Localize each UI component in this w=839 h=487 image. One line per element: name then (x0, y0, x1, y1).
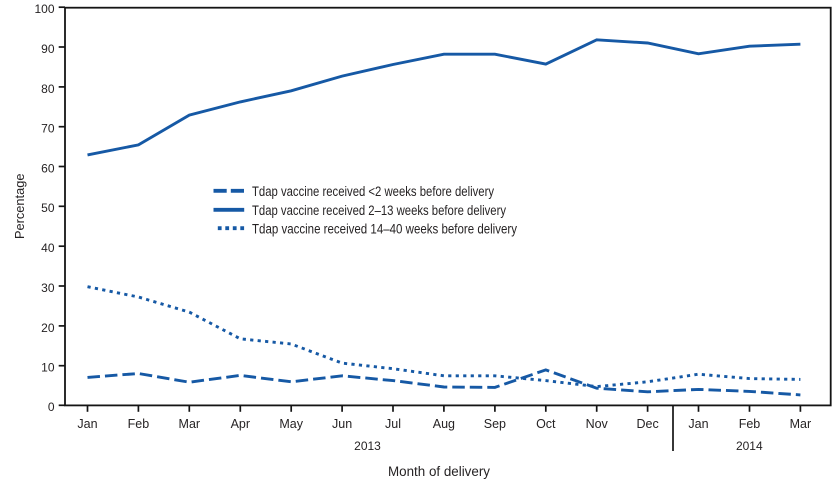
svg-text:Jun: Jun (332, 417, 352, 431)
svg-text:2014: 2014 (736, 439, 763, 453)
svg-text:Feb: Feb (128, 417, 150, 431)
svg-text:2013: 2013 (354, 439, 381, 453)
svg-text:80: 80 (41, 82, 55, 96)
svg-text:10: 10 (41, 361, 55, 375)
svg-text:Percentage: Percentage (12, 174, 27, 239)
svg-text:50: 50 (41, 201, 55, 215)
svg-text:40: 40 (41, 241, 55, 255)
svg-text:Jul: Jul (385, 417, 401, 431)
svg-text:Mar: Mar (179, 417, 201, 431)
svg-text:Month of delivery: Month of delivery (388, 464, 490, 479)
svg-text:Tdap vaccine received 2–13 wee: Tdap vaccine received 2–13 weeks before … (252, 203, 506, 218)
svg-text:70: 70 (41, 122, 55, 136)
svg-text:20: 20 (41, 321, 55, 335)
svg-text:Tdap vaccine received <2 weeks: Tdap vaccine received <2 weeks before de… (252, 184, 494, 199)
svg-text:90: 90 (41, 42, 55, 56)
svg-text:May: May (279, 417, 303, 431)
svg-text:Aug: Aug (433, 417, 455, 431)
svg-text:100: 100 (34, 2, 54, 16)
svg-text:0: 0 (48, 400, 55, 414)
svg-text:30: 30 (41, 281, 55, 295)
svg-text:Sep: Sep (484, 417, 506, 431)
svg-text:Jan: Jan (77, 417, 97, 431)
svg-text:Apr: Apr (231, 417, 250, 431)
svg-text:60: 60 (41, 161, 55, 175)
svg-text:Dec: Dec (636, 417, 658, 431)
svg-text:Feb: Feb (739, 417, 761, 431)
svg-text:Jan: Jan (688, 417, 708, 431)
svg-text:Tdap vaccine received 14–40 we: Tdap vaccine received 14–40 weeks before… (252, 221, 517, 236)
svg-text:Mar: Mar (790, 417, 812, 431)
svg-text:Nov: Nov (586, 417, 609, 431)
svg-text:Oct: Oct (536, 417, 556, 431)
